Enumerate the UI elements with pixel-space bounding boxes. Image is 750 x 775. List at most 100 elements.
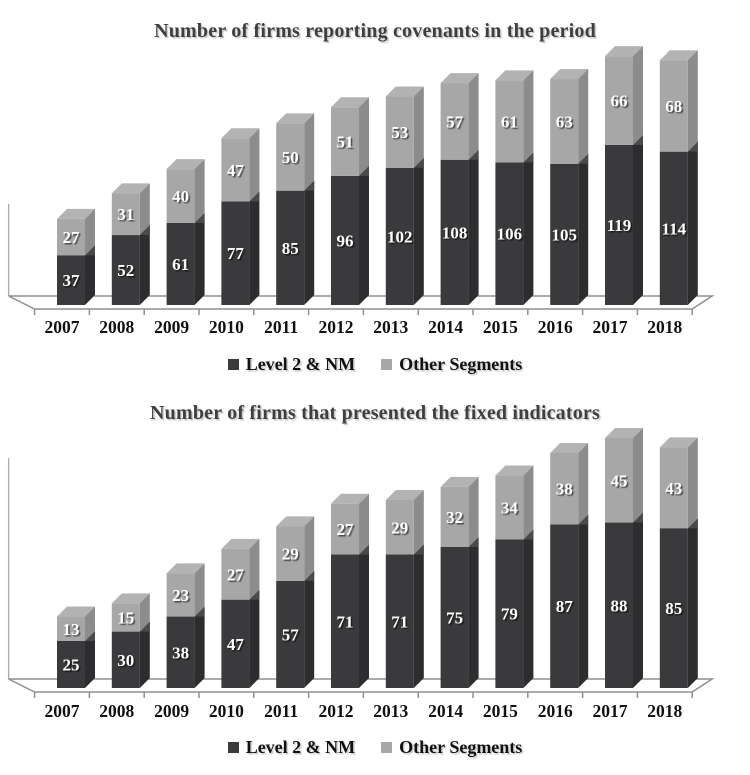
value-label-level2nm: 57 [282, 625, 300, 644]
bar-segment-other-side [194, 159, 205, 223]
value-label-other: 29 [282, 545, 299, 564]
bar-segment-other-side [139, 593, 150, 632]
value-label-level2nm: 85 [665, 599, 682, 618]
year-label: 2017 [593, 317, 628, 337]
bar-segment-level2nm-side [633, 134, 643, 305]
year-label: 2011 [264, 701, 298, 721]
value-label-level2nm: 38 [172, 643, 189, 662]
bar-segment-level2nm [385, 167, 414, 305]
bar-segment-level2nm-side [194, 212, 205, 305]
value-label-level2nm: 85 [282, 239, 299, 258]
bar-segment-other-side [468, 73, 479, 160]
legend-label: Other Segments [399, 354, 523, 374]
value-label-level2nm: 75 [446, 609, 463, 628]
value-label-level2nm: 37 [63, 271, 81, 290]
bar-segment-other [659, 447, 688, 529]
value-label-other: 47 [227, 161, 245, 180]
year-label: 2018 [647, 701, 682, 721]
bar-segment-other-top [331, 493, 369, 504]
value-label-other: 27 [337, 520, 355, 539]
year-label: 2011 [264, 317, 298, 337]
bar-segment-other-top [57, 208, 95, 219]
bar-segment-other [221, 548, 250, 600]
bar-segment-level2nm-side [633, 512, 643, 688]
bar-segment-other-top [440, 476, 479, 487]
bar-segment-level2nm-side [85, 631, 95, 688]
bar-segment-other [221, 138, 250, 202]
bar-segment-level2nm [221, 201, 250, 305]
bar-segment-level2nm-side [687, 518, 698, 688]
year-label: 2014 [428, 317, 463, 337]
bar-segment-level2nm-side [468, 537, 479, 688]
year-label: 2015 [483, 701, 518, 721]
bar-segment-other [331, 503, 359, 555]
value-label-level2nm: 108 [442, 223, 468, 242]
bar-segment-level2nm-side [468, 149, 479, 305]
bar-segment-other-top [331, 97, 369, 108]
bar-segment-other-top [550, 443, 589, 453]
bar-segment-other-side [468, 476, 479, 547]
value-label-level2nm: 96 [337, 231, 354, 250]
year-label: 2012 [319, 317, 354, 337]
bar-segment-other-top [495, 70, 534, 81]
value-label-level2nm: 61 [172, 255, 189, 274]
bar-segment-other-side [578, 443, 589, 525]
bar-segment-level2nm-side [578, 514, 589, 688]
bar-segment-other [440, 83, 469, 160]
bar-segment-other-top [111, 593, 150, 604]
year-label: 2016 [538, 317, 573, 337]
bar-segment-other [57, 218, 85, 256]
bar-segment-other-side [413, 490, 424, 555]
bar-segment-other [111, 193, 140, 236]
value-label-other: 31 [117, 205, 134, 224]
bar-segment-other-side [85, 606, 95, 641]
chart2-title: Number of firms that presented the fixed… [150, 402, 600, 424]
bar-segment-other-side [687, 437, 698, 529]
legend-swatch-gray-icon [381, 359, 393, 370]
year-label: 2010 [209, 701, 244, 721]
bar-segment-level2nm [331, 554, 359, 688]
bar-segment-level2nm-side [523, 529, 534, 688]
year-label: 2009 [154, 701, 189, 721]
bar-segment-other-side [578, 69, 589, 164]
value-label-other: 51 [337, 133, 354, 152]
legend-swatch-dark-icon [227, 742, 239, 753]
bar-segment-other [495, 80, 524, 163]
bar-segment-level2nm [440, 547, 469, 688]
chart1-title: Number of firms reporting covenants in t… [154, 20, 596, 42]
bar-segment-level2nm-side [139, 225, 150, 305]
bar-segment-level2nm [495, 539, 524, 688]
bar-segment-level2nm-side [359, 165, 369, 305]
bar-segment-other [385, 96, 414, 168]
value-label-other: 66 [611, 92, 628, 111]
legend-item-level2nm: Level 2 & NM [227, 737, 355, 758]
year-label: 2013 [373, 701, 408, 721]
bar-segment-other [605, 56, 633, 145]
bar-segment-other-side [194, 563, 205, 617]
bar-segment-level2nm-side [687, 141, 698, 305]
value-label-level2nm: 102 [387, 227, 413, 246]
legend-label: Other Segments [399, 737, 523, 757]
bar-segment-level2nm [550, 163, 579, 305]
value-label-other: 32 [446, 508, 463, 527]
year-label: 2015 [483, 317, 518, 337]
bar-segment-level2nm-side [139, 621, 150, 688]
value-label-other: 43 [665, 479, 682, 498]
value-label-other: 50 [282, 148, 299, 167]
bar-segment-other [550, 79, 579, 164]
year-label: 2018 [647, 317, 682, 337]
value-label-level2nm: 106 [497, 225, 523, 244]
bar-segment-other [166, 169, 195, 223]
year-label: 2013 [373, 317, 408, 337]
value-label-level2nm: 114 [662, 219, 687, 238]
year-label: 2010 [209, 317, 244, 337]
chart1-legend: Level 2 & NM Other Segments [0, 354, 750, 375]
bar-segment-other-top [385, 86, 424, 97]
value-label-level2nm: 71 [391, 612, 408, 631]
year-label: 2009 [154, 317, 189, 337]
bar-segment-other [550, 453, 579, 525]
bar-segment-level2nm-side [194, 606, 205, 688]
value-label-other: 40 [172, 187, 189, 206]
